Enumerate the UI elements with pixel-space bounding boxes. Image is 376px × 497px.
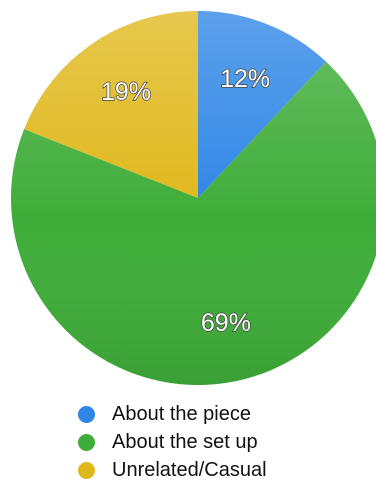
legend-swatch-yellow (78, 461, 95, 479)
pie-value-label: 12% (220, 65, 270, 93)
legend-item-unrelated-casual: Unrelated/Casual (78, 456, 267, 484)
legend-label: About the set up (112, 431, 258, 453)
legend-swatch-green (78, 433, 95, 451)
pie-slices (11, 11, 376, 385)
pie-value-label: 69% (201, 309, 251, 337)
legend-swatch-blue (78, 405, 95, 423)
pie-value-labels: 12% 69% 19% (100, 64, 271, 337)
legend-item-about-the-piece: About the piece (78, 400, 267, 428)
legend-label: Unrelated/Casual (112, 459, 267, 481)
pie-chart: 12% 69% 19% (11, 11, 376, 385)
legend-item-about-the-set-up: About the set up (78, 428, 267, 456)
pie-value-label: 19% (101, 78, 151, 106)
legend-label: About the piece (112, 403, 251, 425)
legend: About the piece About the set up Unrelat… (78, 400, 267, 484)
